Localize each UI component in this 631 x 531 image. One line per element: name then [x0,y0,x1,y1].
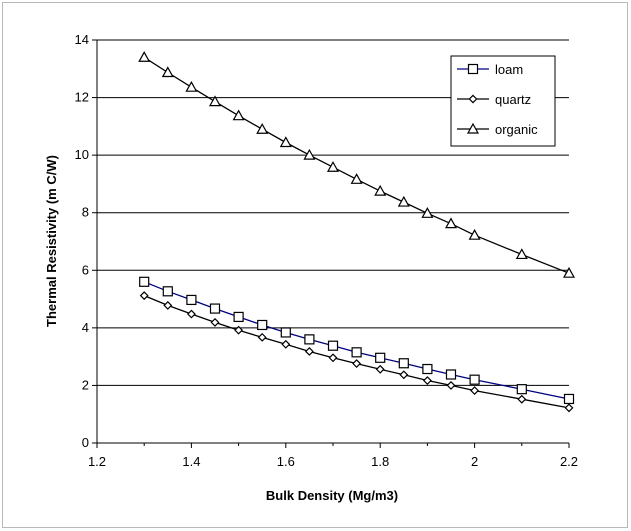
data-point-organic [161,66,174,78]
legend-item-loam: loam [457,62,523,77]
x-axis-title: Bulk Density (Mg/m3) [266,488,398,503]
legend: loam quartz organic [450,55,556,147]
data-point-organic [562,266,576,278]
series-line-loam [143,281,570,400]
data-point-quartz [304,347,314,356]
data-point-quartz [210,317,220,327]
series-organic [138,51,576,278]
data-point-quartz [257,332,267,342]
y-tick-label: 6 [82,262,89,277]
y-tick-label: 14 [75,32,89,47]
y-tick-label: 2 [82,377,89,392]
data-point-loam [139,276,150,287]
data-point-quartz [564,403,574,413]
data-point-organic [185,80,198,92]
x-tick-label: 1.4 [182,454,200,469]
data-point-loam [257,319,268,331]
data-point-loam [398,358,409,369]
x-tick-label: 1.8 [371,454,389,469]
series-loam [139,276,575,405]
data-point-organic [303,148,316,160]
data-point-organic [468,228,481,240]
data-point-loam [375,352,386,363]
data-point-organic [279,136,292,148]
data-point-loam [469,374,480,385]
data-point-quartz [375,364,385,374]
legend-marker-quartz [468,94,478,104]
data-point-quartz [234,325,244,335]
data-point-loam [327,340,339,351]
data-point-quartz [328,353,338,363]
legend-item-quartz: quartz [457,92,531,107]
legend-label-quartz: quartz [495,92,531,107]
series-group [138,51,576,413]
data-point-quartz [186,309,196,319]
data-point-organic [256,123,269,134]
x-tick-label: 1.2 [88,454,106,469]
y-tick-label: 12 [75,90,89,105]
data-point-loam [280,327,291,338]
legend-item-organic: organic [457,122,538,137]
data-point-organic [232,109,245,121]
data-point-organic [326,160,340,172]
y-tick-label: 0 [82,435,89,450]
tick-labels: 0 2 4 6 8 10 12 14 1.2 1.4 1.6 1.8 2 2.2 [75,32,579,469]
data-point-organic [374,184,387,196]
data-point-quartz [517,394,527,404]
data-point-organic [421,207,434,218]
axes [92,39,570,448]
data-point-organic [515,248,528,260]
data-point-organic [208,95,222,107]
data-point-loam [162,286,173,297]
data-point-loam [209,303,221,314]
data-point-quartz [399,370,409,380]
data-point-loam [422,363,433,375]
y-tick-label: 4 [82,320,89,335]
data-point-quartz [352,359,362,368]
data-point-loam [233,311,244,323]
y-axis-title: Thermal Resistivity (m C/W) [44,155,59,327]
data-point-quartz [422,376,432,385]
legend-marker-loam [467,63,479,75]
legend-label-loam: loam [495,62,523,77]
data-point-organic [350,173,363,184]
y-tick-label: 8 [82,205,89,220]
y-tick-label: 10 [75,147,89,162]
data-point-loam [563,393,575,405]
data-point-loam [516,384,527,395]
x-tick-label: 2 [471,454,478,469]
data-point-organic [138,51,151,62]
data-point-loam [186,294,197,306]
data-point-loam [351,347,362,358]
data-point-quartz [163,300,173,310]
series-quartz [139,291,574,413]
x-tick-label: 1.6 [277,454,295,469]
data-point-quartz [281,339,291,349]
legend-label-organic: organic [495,122,538,137]
data-point-organic [444,217,458,229]
legend-marker-organic [466,122,480,134]
data-point-quartz [470,386,480,396]
data-point-quartz [139,291,149,301]
x-tick-label: 2.2 [560,454,578,469]
gridlines [97,39,569,386]
data-point-loam [304,334,315,345]
data-point-quartz [446,380,456,390]
data-point-organic [397,195,410,207]
data-point-loam [445,369,457,380]
